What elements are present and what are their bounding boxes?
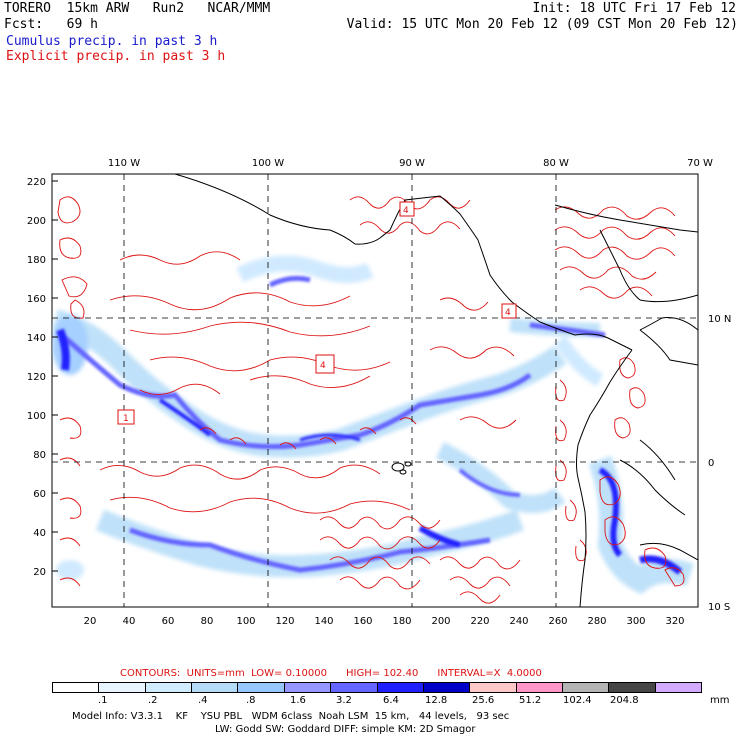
y-tick-label: 80 [33,450,46,461]
x-tick-label: 100 [236,616,255,627]
x-tick-label: 40 [123,616,136,627]
axis-ticks [52,180,58,572]
colorbar-unit: mm [710,695,730,706]
y-tick-label: 180 [27,255,46,266]
y-tick-label: 40 [33,528,46,539]
colorbar-swatch [655,683,702,692]
y-tick-label: 140 [27,333,46,344]
init-time: Init: 18 UTC Fri 17 Feb 12 [532,1,737,16]
contour-box-label: 4 [403,206,409,216]
x-tick-label: 300 [626,616,645,627]
colorbar-swatch [377,683,424,692]
forecast-hour: Fcst: 69 h [4,18,98,32]
colorbar-swatch [609,683,656,692]
contour-label-boxes [117,201,517,425]
y-tick-label: 100 [27,411,46,422]
y-tick-label: 220 [27,177,46,188]
colorbar-label: 25.6 [472,695,495,706]
colorbar-label: .1 [98,695,108,706]
y-tick-label: 60 [33,489,46,500]
colorbar-swatch [238,683,285,692]
colorbar-label: 1.6 [290,695,306,706]
colorbar-swatch [53,683,100,692]
lon-label: 70 W [687,158,713,169]
lat-label: 0 [708,458,714,469]
field-cumulus-label: Cumulus precip. in past 3 h [6,34,218,49]
y-tick-label: 160 [27,294,46,305]
lon-label: 110 W [108,158,140,169]
lon-label: 100 W [252,158,284,169]
contours-info: CONTOURS: UNITS=mm LOW= 0.10000 HIGH= 10… [120,668,542,679]
colorbar-swatch [331,683,378,692]
colorbar-label: 102.4 [563,695,592,706]
model-name: TORERO [4,1,51,16]
colorbar-label: 3.2 [336,695,352,706]
y-tick-label: 120 [27,372,46,383]
colorbar-swatch [99,683,146,692]
colorbar [52,682,702,693]
valid-time: Valid: 15 UTC Mon 20 Feb 12 (09 CST Mon … [346,17,738,32]
colorbar-label: .4 [198,695,208,706]
contour-box-label: 4 [505,308,511,318]
y-tick-label: 20 [33,567,46,578]
model-org: NCAR/MMM [207,1,271,16]
physics-info-line: LW: Godd SW: Goddard DIFF: simple KM: 2D… [215,724,476,735]
colorbar-label: .2 [148,695,158,706]
contour-box-label: 1 [123,414,129,424]
x-tick-label: 240 [509,616,528,627]
colorbar-swatch [423,683,471,692]
fcst-label: Fcst: [4,17,44,32]
field-explicit-label: Explicit precip. in past 3 h [6,49,226,64]
model-resolution: 15km ARW [66,1,130,16]
colorbar-swatch [470,683,517,692]
model-title: TORERO 15km ARW Run2 NCAR/MMM [4,2,270,16]
colorbar-label: 51.2 [519,695,542,706]
model-info-line: Model Info: V3.3.1 KF YSU PBL WDM 6class… [72,711,510,722]
lon-label: 90 W [399,158,425,169]
colorbar-swatch [284,683,332,692]
lat-lon-grid [52,174,698,607]
colorbar-label: 6.4 [383,695,399,706]
x-tick-label: 120 [275,616,294,627]
x-tick-label: 140 [314,616,333,627]
x-tick-label: 60 [162,616,175,627]
colorbar-label: .8 [246,695,256,706]
heavy-precip-bands [56,275,683,575]
x-tick-label: 280 [587,616,606,627]
x-tick-label: 220 [470,616,489,627]
colorbar-swatch [562,683,610,692]
contour-box-label: 4 [320,361,326,371]
colorbar-swatch [145,683,193,692]
colorbar-swatch [192,683,239,692]
lat-label: 10 N [708,314,731,325]
x-tick-label: 200 [431,616,450,627]
x-tick-label: 160 [353,616,372,627]
explicit-precip-contours [57,196,685,604]
model-run: Run2 [152,1,185,16]
x-tick-label: 80 [201,616,214,627]
y-tick-label: 200 [27,216,46,227]
x-tick-label: 20 [84,616,97,627]
colorbar-swatch [516,683,563,692]
colorbar-label: 204.8 [610,695,639,706]
x-tick-label: 260 [548,616,567,627]
colorbar-label: 12.8 [425,695,448,706]
lat-label: 10 S [708,602,730,613]
x-tick-label: 180 [392,616,411,627]
x-tick-label: 320 [665,616,684,627]
fcst-value: 69 h [66,17,98,32]
lon-label: 80 W [543,158,569,169]
